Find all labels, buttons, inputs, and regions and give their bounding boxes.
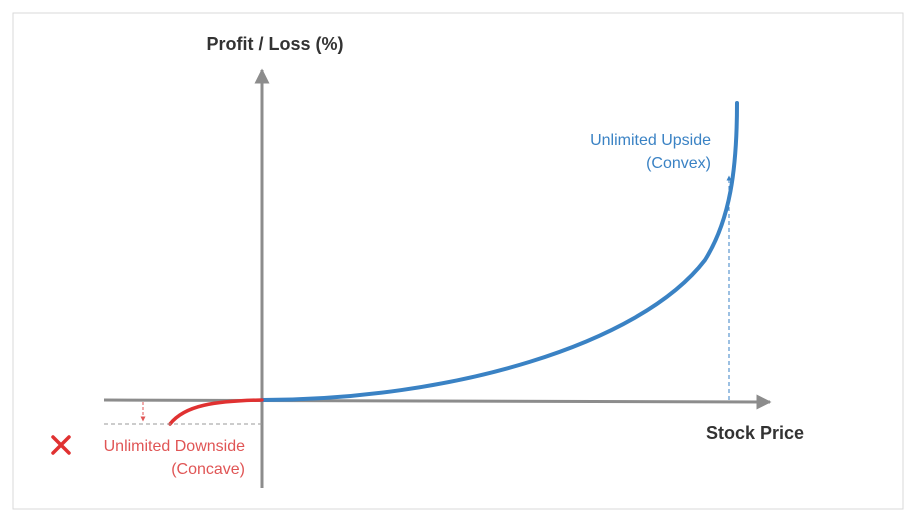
downside-label-line1: Unlimited Downside [104, 438, 245, 455]
upside-curve [260, 101, 739, 402]
y-axis-title: Profit / Loss (%) [206, 34, 343, 54]
upside-label-line1: Unlimited Upside [590, 132, 711, 149]
downside-label-line2: (Concave) [171, 461, 245, 478]
x-axis-line [103, 394, 772, 410]
cross-mark-icon [51, 435, 71, 455]
upside-label-line2: (Convex) [646, 155, 711, 172]
downside-curve [168, 398, 264, 426]
diagram-frame [12, 12, 904, 510]
x-axis-title: Stock Price [706, 423, 804, 443]
